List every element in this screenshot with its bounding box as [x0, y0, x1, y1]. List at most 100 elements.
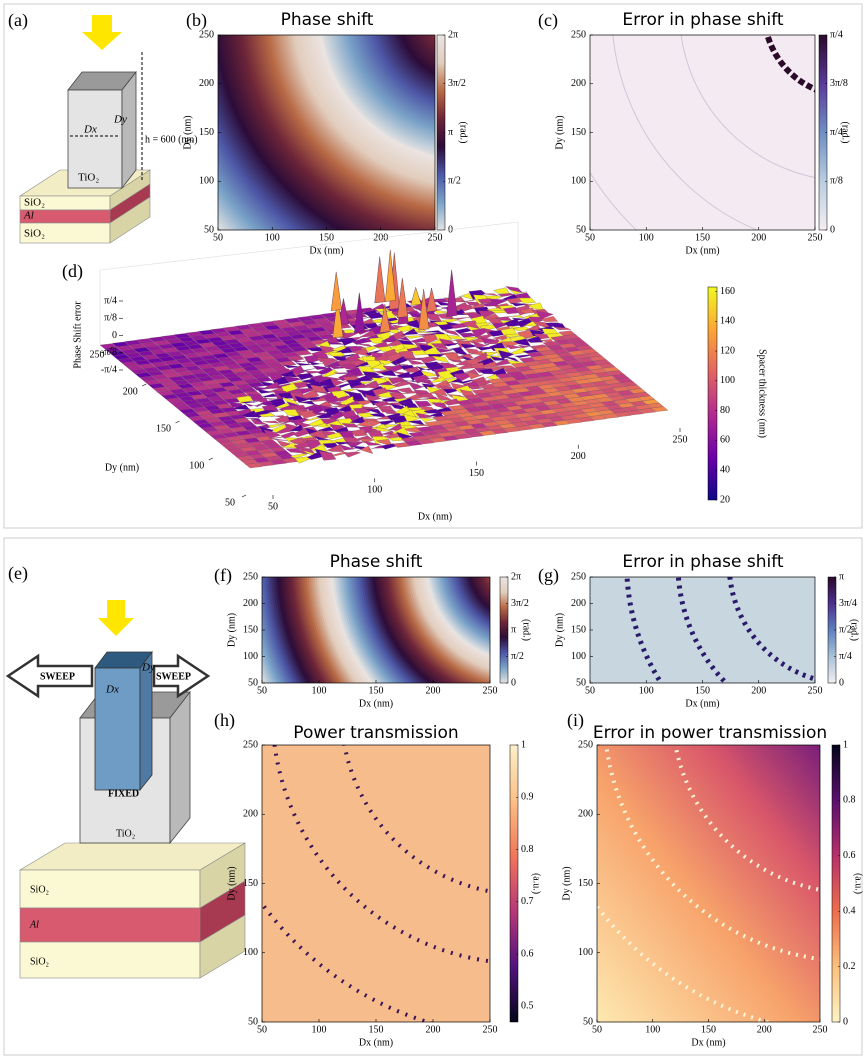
x-axis-label: Dx (nm) — [418, 511, 452, 522]
block-label: FIXED — [108, 788, 139, 799]
colorbar-tick-label: π — [839, 571, 844, 582]
frame-bottom — [3, 537, 863, 1056]
x-axis-label: Dx (nm) — [359, 1037, 393, 1048]
x-tick-label: 150 — [695, 685, 710, 696]
colorbar-tick-label: 0.7 — [521, 896, 534, 907]
y-tick-label: 100 — [199, 176, 214, 187]
panel-label: (c) — [538, 10, 558, 31]
y-tick-label: 250 — [571, 571, 586, 582]
z-axis-label: Phase Shift error — [72, 301, 83, 369]
y-tick-label: 250 — [571, 29, 586, 40]
y-tick-label: 100 — [243, 947, 258, 958]
colorbar-label: (rad.) — [521, 619, 532, 641]
colorbar-tick-label: π/2 — [511, 651, 524, 662]
panel-label: (d) — [62, 261, 83, 282]
y-tick-label: 200 — [578, 809, 593, 820]
y-tick — [108, 346, 114, 350]
x-tick-label: 50 — [257, 685, 267, 696]
colorbar-tick-label: 0.5 — [521, 1001, 534, 1012]
y-tick-label: 50 — [204, 224, 214, 235]
pillar-front — [67, 89, 123, 189]
chart-title: Error in power transmission — [593, 723, 827, 743]
y-tick-label: 250 — [243, 739, 258, 750]
x-tick-label: 150 — [369, 1024, 384, 1035]
layer — [19, 941, 201, 979]
x-tick-label: 200 — [571, 451, 586, 462]
colorbar-tick-label: 3π/2 — [511, 598, 529, 609]
colorbar-tick-label: π — [448, 127, 453, 138]
pillar-front — [94, 667, 141, 791]
heatmap — [590, 35, 815, 230]
colorbar-tick-label: π/2 — [839, 624, 852, 635]
x-tick-label: 100 — [265, 232, 280, 243]
chart-title: Error in phase shift — [622, 552, 783, 572]
y-axis-label: Dy (nm) — [182, 115, 193, 149]
colorbar-tick-label: 0 — [830, 224, 835, 235]
y-tick-label: 250 — [578, 739, 593, 750]
colorbar-tick-label: 2π — [511, 571, 521, 582]
z-tick-label: π/8 — [104, 313, 117, 324]
panel-label: (i) — [567, 710, 584, 731]
y-axis-label: Dy (nm) — [554, 613, 565, 647]
layer-label: SiO₂ — [30, 884, 49, 895]
x-tick-label: 50 — [585, 685, 595, 696]
x-axis-label: Dx (nm) — [691, 1037, 725, 1048]
diagram-e: SWEEP SWEEP Dx Dy FIXED TiO₂ SiO₂ Al SiO… — [5, 600, 247, 979]
pillar-label: TiO₂ — [78, 172, 99, 184]
y-axis-label: Dy (nm) — [226, 613, 237, 647]
x-tick-label: 200 — [426, 685, 441, 696]
colorbar-label: (rad.) — [840, 122, 851, 144]
layer-label: SiO₂ — [24, 197, 45, 209]
colorbar-tick-label: 0 — [511, 677, 516, 688]
y-tick-label: 100 — [243, 651, 258, 662]
colorbar-tick-label: π/4 — [839, 651, 852, 662]
y-tick-label: 100 — [189, 460, 204, 471]
sweep-arrow — [5, 653, 94, 699]
colorbar-tick-label: 1 — [521, 739, 526, 750]
colorbar-tick-label: 3π/8 — [830, 78, 848, 89]
slab-side — [199, 914, 246, 979]
y-tick-label: 250 — [199, 29, 214, 40]
x-tick-label: 250 — [428, 232, 443, 243]
heatmap — [262, 577, 490, 683]
y-tick-label: 100 — [578, 947, 593, 958]
x-tick-label: 50 — [268, 501, 278, 512]
y-tick-label: 150 — [243, 624, 258, 635]
x-tick-label: 250 — [808, 685, 823, 696]
colorbar-tick-label: π/8 — [830, 176, 843, 187]
y-axis-label: Dy (nm) — [561, 866, 572, 900]
colorbar-tick-label: 160 — [720, 286, 735, 297]
x-tick-label: 100 — [312, 685, 327, 696]
x-axis-label: Dx (nm) — [685, 245, 719, 256]
z-tick-label: -π/8 — [101, 347, 117, 358]
colorbar-tick-label: 0 — [839, 677, 844, 688]
y-tick-label: 50 — [225, 497, 235, 508]
y-tick-label: 200 — [571, 598, 586, 609]
colorbar-tick-label: 100 — [720, 375, 735, 386]
y-tick-label: 150 — [199, 127, 214, 138]
layer-label: SiO₂ — [24, 228, 45, 240]
panel-label: (e) — [8, 563, 28, 584]
chart-title: Power transmission — [293, 723, 458, 743]
panel-label: (f) — [214, 565, 232, 586]
x-tick-label: 200 — [757, 1024, 772, 1035]
dy-label: Dy — [113, 114, 127, 126]
y-tick-label: 150 — [243, 878, 258, 889]
z-tick-label: π/4 — [104, 295, 117, 306]
y-tick-label: 50 — [576, 677, 586, 688]
y-tick-label: 150 — [571, 624, 586, 635]
x-tick-label: 250 — [673, 434, 688, 445]
pillar-side — [139, 650, 153, 792]
heatmap — [262, 745, 490, 1022]
material-label: TiO₂ — [116, 828, 135, 839]
y-tick-label: 100 — [571, 651, 586, 662]
colorbar-tick-label: 0.6 — [843, 850, 856, 861]
chart-title: Phase shift — [281, 10, 374, 30]
colorbar-tick-label: 40 — [720, 465, 730, 476]
x-tick-label: 50 — [213, 232, 223, 243]
colorbar-tick-label: π/4 — [830, 29, 843, 40]
x-tick-label: 150 — [469, 468, 484, 479]
x-tick-label: 150 — [701, 1024, 716, 1035]
frame-top — [3, 3, 863, 529]
y-tick — [208, 457, 213, 461]
